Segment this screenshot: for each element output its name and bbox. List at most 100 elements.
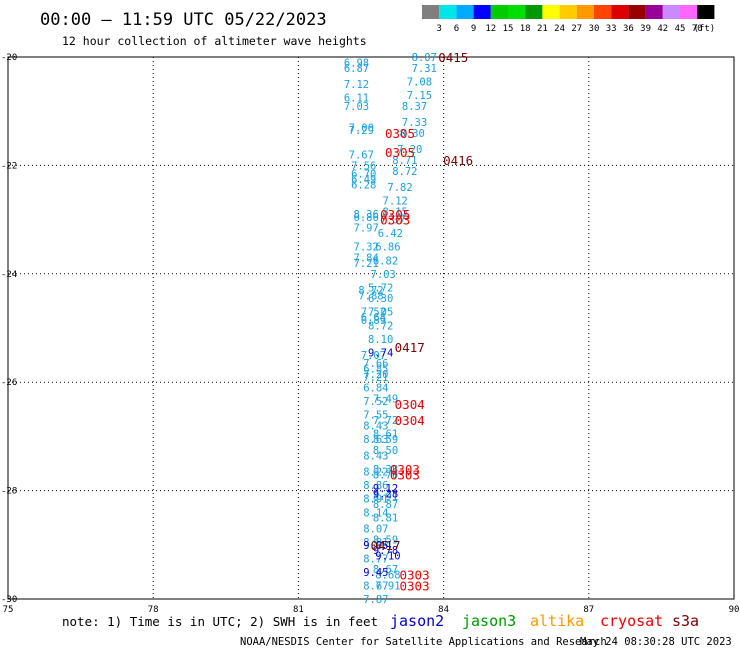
swh-point-label: 7.82 (387, 182, 412, 194)
revolution-label: 0417 (370, 538, 400, 553)
revolution-label: 0303 (400, 578, 430, 593)
revolution-markers: 0415030503050416030503030417030403040303… (370, 50, 473, 593)
swh-point-label: 7.52 (361, 307, 386, 319)
colorbar-swatch (680, 5, 698, 19)
colorbar-swatch (542, 5, 560, 19)
swh-point-label: 7.88 (358, 290, 383, 302)
swh-point-label: 7.08 (407, 76, 432, 88)
colorbar-swatch (628, 5, 646, 19)
revolution-label: 0305 (380, 207, 410, 222)
colorbar-label: 30 (589, 24, 600, 34)
swh-point-label: 9.45 (363, 567, 388, 579)
swh-point-label: 8.72 (358, 285, 383, 297)
swh-point-label: 8.14 (363, 507, 388, 519)
revolution-label: 0305 (385, 145, 415, 160)
y-tick-label: -22 (1, 161, 17, 171)
swh-point-label: 7.66 (363, 358, 388, 370)
swh-point-label: 7.20 (397, 144, 422, 156)
y-tick-label: -20 (1, 53, 17, 63)
chart-subtitle: 12 hour collection of altimeter wave hei… (62, 34, 367, 48)
colorbar-label: 39 (640, 24, 651, 34)
swh-point-label: 6.86 (375, 242, 400, 254)
swh-point-label: 8.37 (402, 101, 427, 113)
revolution-label: 0305 (385, 126, 415, 141)
x-tick-label: 78 (148, 605, 159, 615)
swh-point-label: 6.82 (373, 255, 398, 267)
swh-point-label: 9.78 (373, 545, 398, 557)
colorbar-label: 15 (503, 24, 514, 34)
swh-point-label: 7.21 (363, 372, 388, 384)
chart-title: 00:00 – 11:59 UTC 05/22/2023 (40, 10, 327, 30)
swh-point-label: 6.49 (351, 174, 376, 186)
swh-point-label: 8.91 (363, 494, 388, 506)
footer-timestamp: May 24 08:30:28 UTC 2023 (580, 636, 732, 648)
colorbar-swatch (490, 5, 508, 19)
swh-point-label: 8.15 (383, 206, 408, 218)
swh-point-label: 7.00 (349, 122, 374, 134)
swh-point-label: 8.67 (373, 564, 398, 576)
swh-point-label: 8.07 (363, 524, 388, 536)
satellite-legend-jason3: jason3 (462, 612, 516, 630)
swh-point-label: 8.50 (373, 445, 398, 457)
swh-point-label: 7.05 (368, 307, 393, 319)
swh-point-label: 8.59 (373, 434, 398, 446)
satellite-legend: jason2 jason3 altika cryosat s3a (390, 612, 699, 630)
swh-point-label: 8.36 (354, 209, 379, 221)
footer-credit: NOAA/NESDIS Center for Satellite Applica… (240, 636, 607, 648)
swh-point-label: 8.43 (363, 421, 388, 433)
y-tick-label: -30 (1, 595, 17, 605)
satellite-legend-jason2: jason2 (390, 612, 444, 630)
swh-point-label: 8.68 (375, 570, 400, 582)
swh-point-label: 7.56 (351, 160, 376, 172)
swh-point-label: 8.87 (373, 499, 398, 511)
swh-point-label: 8.72 (392, 166, 417, 178)
colorbar-label: 18 (520, 24, 531, 34)
swh-point-label: 7.12 (383, 196, 408, 208)
colorbar-swatch (645, 5, 663, 19)
colorbar-label: 24 (554, 24, 565, 34)
swh-point-label: 7.15 (407, 90, 432, 102)
swh-point-label: 8.67 (363, 580, 388, 592)
swh-point-label: 8.86 (363, 480, 388, 492)
y-tick-label: -28 (1, 487, 17, 497)
satellite-legend-altika: altika (530, 612, 584, 630)
swh-point-label: 8.77 (363, 553, 388, 565)
colorbar-label: 21 (537, 24, 548, 34)
colorbar-label: 3 (436, 24, 441, 34)
colorbar-swatch (559, 5, 577, 19)
footer-note: note: 1) Time is in UTC; 2) SWH is in fe… (62, 614, 378, 629)
x-tick-label: 87 (583, 605, 594, 615)
colorbar-swatch (525, 5, 543, 19)
swh-point-label: 8.81 (373, 513, 398, 525)
plot-grid (8, 57, 734, 599)
swh-point-label: 7.21 (354, 258, 379, 270)
swh-point-label: 8.30 (399, 128, 424, 140)
satellite-legend-s3a: s3a (672, 612, 699, 630)
swh-point-label: 8.70 (373, 469, 398, 481)
swh-point-label: 9.28 (373, 488, 398, 500)
swh-point-label: 7.20 (363, 369, 388, 381)
swh-point-label: 9.10 (375, 551, 400, 563)
colorbar-swatch (576, 5, 594, 19)
swh-point-label: 6.89 (361, 315, 386, 327)
colorbar-swatch (594, 5, 612, 19)
swh-point-label: 8.59 (373, 534, 398, 546)
swh-point-label: 6.28 (351, 179, 376, 191)
swh-point-label: 9.05 (363, 540, 388, 552)
swh-point-label: 8.91 (373, 491, 398, 503)
axis-ticks: 75 78 81 84 87 90 -20 -22 -24 -26 -28 -30 (1, 53, 739, 615)
colorbar-swatch (508, 5, 526, 19)
swh-point-label: 9.12 (373, 483, 398, 495)
swh-point-label: 7.31 (412, 63, 437, 75)
x-tick-label: 75 (3, 605, 14, 615)
swh-point-label: 6.42 (378, 228, 403, 240)
revolution-label: 0417 (395, 340, 425, 355)
colorbar-swatch (456, 5, 474, 19)
revolution-label: 0304 (395, 413, 425, 428)
swh-point-label: 6.64 (361, 312, 386, 324)
swh-point-label: 7.52 (363, 396, 388, 408)
swh-point-label: 7.84 (354, 253, 379, 265)
colorbar-swatch (611, 5, 629, 19)
swh-point-label: 7.67 (349, 150, 374, 162)
